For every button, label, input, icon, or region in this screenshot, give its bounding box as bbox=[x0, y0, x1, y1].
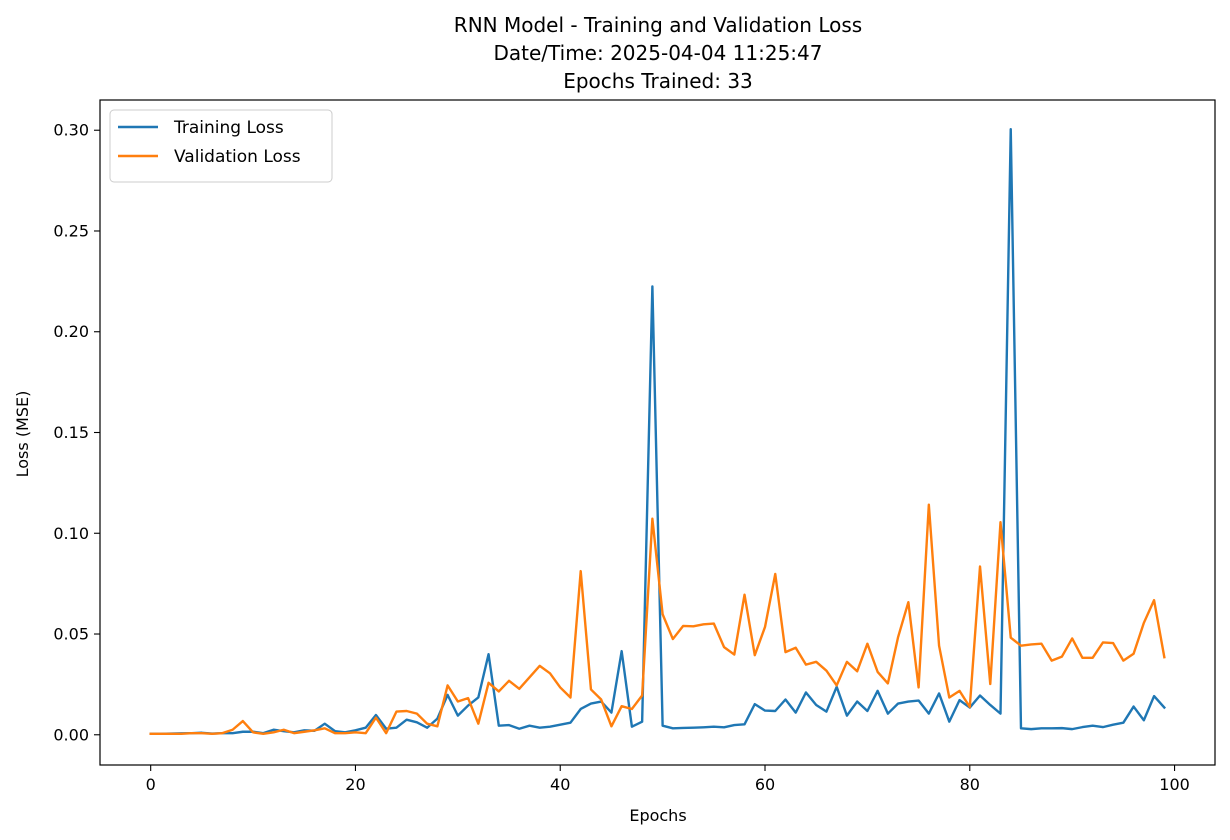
x-tick-label: 0 bbox=[146, 775, 156, 794]
x-tick-label: 40 bbox=[550, 775, 570, 794]
x-tick-label: 20 bbox=[345, 775, 365, 794]
y-tick-label: 0.30 bbox=[53, 121, 89, 140]
series-line-validation-loss bbox=[149, 503, 1166, 735]
legend-label: Validation Loss bbox=[174, 147, 301, 167]
y-tick-label: 0.25 bbox=[53, 221, 89, 240]
series-line-training-loss bbox=[149, 128, 1167, 735]
legend-box bbox=[109, 109, 333, 183]
y-tick-label: 0.10 bbox=[53, 524, 89, 543]
y-tick-label: 0.15 bbox=[53, 423, 89, 442]
x-tick-label: 100 bbox=[1159, 775, 1190, 794]
y-axis: 0.00 0.05 0.10 0.15 0.20 0.25 0.30 bbox=[53, 121, 100, 744]
series-layer bbox=[149, 128, 1167, 735]
legend-label: Training Loss bbox=[173, 118, 284, 138]
y-tick-label: 0.20 bbox=[53, 322, 89, 341]
title-line-3: Epochs Trained: 33 bbox=[563, 69, 753, 93]
x-tick-label: 60 bbox=[755, 775, 775, 794]
x-axis-label: Epochs bbox=[629, 806, 686, 825]
title-line-2: Date/Time: 2025-04-04 11:25:47 bbox=[494, 41, 823, 65]
x-tick-label: 80 bbox=[960, 775, 980, 794]
plot-area bbox=[99, 99, 1216, 766]
y-tick-label: 0.05 bbox=[53, 625, 89, 644]
x-axis: 0 20 40 60 80 100 bbox=[146, 765, 1190, 794]
title-line-1: RNN Model - Training and Validation Loss bbox=[454, 13, 862, 37]
chart-title: RNN Model - Training and Validation Loss… bbox=[454, 13, 862, 93]
y-tick-label: 0.00 bbox=[53, 725, 89, 744]
legend: Training Loss Validation Loss bbox=[109, 109, 333, 183]
y-axis-label: Loss (MSE) bbox=[13, 391, 32, 478]
